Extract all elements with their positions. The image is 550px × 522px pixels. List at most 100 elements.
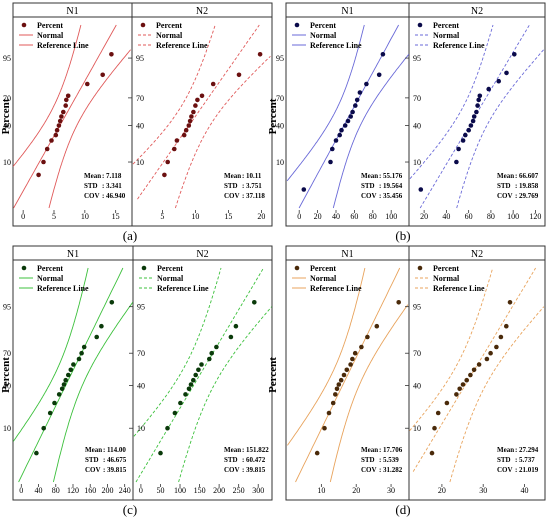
data-point [468, 372, 473, 378]
stat-value-cov: 29.769 [519, 192, 539, 200]
legend-label-reference: Reference Line [156, 41, 208, 50]
stat-label-mean: Mean [497, 172, 514, 180]
stat-label-mean: Mean [224, 172, 241, 180]
stat-colon: : [379, 446, 381, 454]
data-point [186, 123, 192, 128]
stat-colon: : [103, 446, 105, 454]
data-point [464, 377, 470, 383]
x-tick-label: 240 [119, 486, 131, 495]
stat-colon: : [103, 466, 105, 474]
legend-marker-percent [21, 265, 27, 271]
data-point [380, 52, 386, 57]
data-point [512, 52, 517, 57]
stat-value-mean: 55.176 [383, 172, 403, 180]
subplot-title: N1 [341, 249, 353, 260]
x-tick-label: 20 [314, 212, 322, 221]
stat-value-mean: 27.294 [519, 446, 539, 454]
legend-label-reference: Reference Line [37, 41, 89, 50]
data-point [174, 138, 180, 143]
stat-value-mean: 151.822 [246, 446, 269, 454]
x-tick-label: 80 [369, 212, 377, 221]
stat-label-cov: COV [84, 192, 100, 200]
stat-value-std: 46.675 [107, 456, 127, 464]
x-tick-label: 40 [332, 212, 340, 221]
stat-colon: : [379, 192, 381, 200]
stat-value-std: 3.341 [106, 182, 122, 190]
stat-label-std: STD [224, 182, 238, 190]
x-tick-label: 20 [438, 486, 446, 495]
data-point [61, 109, 66, 115]
x-tick-label: 20 [257, 212, 265, 221]
stat-colon: : [379, 456, 381, 464]
data-point [474, 109, 479, 115]
data-point [486, 86, 492, 92]
stat-label-std: STD [497, 456, 511, 464]
legend-marker-percent [140, 22, 146, 28]
legend-label-reference: Reference Line [157, 284, 209, 293]
y-tick-label-right: 70 [413, 349, 421, 358]
stat-value-cov: 35.456 [383, 192, 403, 200]
x-tick-label: 0 [297, 212, 301, 221]
subplot-title: N2 [471, 249, 483, 260]
x-tick-label: 15 [224, 212, 232, 221]
y-axis-label: Percent [0, 98, 12, 134]
normal-fit-line [135, 267, 264, 483]
data-point [99, 323, 104, 329]
y-tick-label-right: 10 [413, 158, 421, 167]
legend-label-normal: Normal [433, 31, 460, 40]
data-point [476, 362, 482, 367]
panel-caption: (b) [395, 228, 410, 243]
data-point [165, 425, 170, 431]
data-point [454, 159, 459, 165]
stat-label-std: STD [361, 456, 375, 464]
stat-colon: : [379, 182, 381, 190]
data-point [333, 392, 338, 397]
legend-marker-percent [294, 265, 300, 271]
stat-value-cov: 37.118 [246, 192, 265, 200]
stat-value-mean: 66.607 [519, 172, 539, 180]
data-point [457, 386, 463, 392]
y-tick-label-left: 10 [3, 158, 11, 167]
data-point [199, 93, 205, 99]
stat-label-cov: COV [85, 466, 101, 474]
data-point [337, 132, 343, 138]
legend-label-percent: Percent [37, 264, 63, 273]
y-tick-label-left: 40 [276, 121, 284, 130]
upper-reference-line [48, 49, 131, 209]
legend-label-normal: Normal [37, 274, 64, 283]
upper-reference-line [456, 49, 545, 209]
data-point [195, 97, 200, 103]
x-tick-label: 100 [507, 212, 519, 221]
stat-label-mean: Mean [224, 446, 241, 454]
lower-reference-line [12, 24, 82, 167]
data-point [63, 103, 68, 108]
data-point [61, 382, 67, 387]
x-tick-label: 40 [442, 212, 450, 221]
data-point [59, 114, 64, 119]
data-point [172, 410, 178, 416]
stat-colon: : [242, 466, 244, 474]
data-point [158, 450, 163, 456]
data-point [504, 70, 509, 76]
data-point [471, 114, 477, 119]
data-point [477, 93, 483, 99]
y-tick-label-left: 95 [3, 303, 11, 312]
data-point [376, 72, 382, 78]
data-point [396, 300, 402, 305]
x-tick-label: 15 [112, 212, 120, 221]
data-point [165, 159, 170, 165]
data-point [418, 187, 424, 192]
stat-value-std: 19.564 [383, 182, 403, 190]
data-point [339, 127, 344, 133]
subplot-title: N2 [196, 6, 208, 17]
y-tick-label-right: 70 [413, 94, 421, 103]
data-point [354, 97, 360, 103]
x-tick-label: 30 [479, 486, 487, 495]
